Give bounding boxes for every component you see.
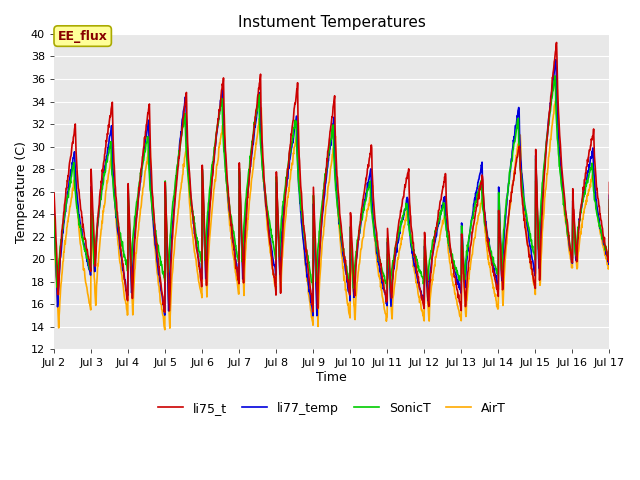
AirT (50, 230, 58, 236)
Line: li75_t: li75_t (54, 43, 609, 312)
li77_temp (50, 211, 58, 216)
li75_t (605, 180, 613, 185)
AirT (554, 87, 561, 93)
Line: li77_temp: li77_temp (54, 60, 609, 316)
SonicT (540, 165, 548, 170)
li77_temp (419, 293, 426, 299)
SonicT (551, 73, 559, 79)
Text: EE_flux: EE_flux (58, 30, 108, 43)
li77_temp (605, 192, 613, 198)
li75_t (419, 298, 426, 303)
SonicT (605, 197, 613, 203)
li75_t (553, 40, 561, 46)
X-axis label: Time: Time (316, 371, 347, 384)
li75_t (160, 308, 168, 314)
Y-axis label: Temperature (C): Temperature (C) (15, 141, 28, 242)
li75_t (50, 190, 58, 196)
li75_t (540, 179, 548, 184)
Line: SonicT: SonicT (54, 76, 609, 290)
li77_temp (173, 163, 181, 168)
li77_temp (309, 313, 317, 319)
SonicT (491, 262, 499, 268)
AirT (605, 206, 613, 212)
li75_t (174, 165, 182, 170)
Legend: li75_t, li77_temp, SonicT, AirT: li75_t, li77_temp, SonicT, AirT (153, 396, 511, 420)
Line: AirT: AirT (54, 90, 609, 330)
AirT (419, 307, 426, 313)
li75_t (491, 276, 499, 282)
AirT (540, 211, 548, 217)
li77_temp (236, 182, 244, 188)
Title: Instument Temperatures: Instument Temperatures (238, 15, 426, 30)
SonicT (419, 274, 426, 279)
AirT (161, 327, 169, 333)
AirT (174, 211, 182, 216)
AirT (491, 291, 499, 297)
li77_temp (160, 308, 168, 313)
li77_temp (491, 272, 499, 277)
li75_t (161, 310, 169, 315)
li77_temp (540, 171, 548, 177)
SonicT (346, 287, 354, 293)
li75_t (236, 185, 244, 191)
li77_temp (552, 57, 559, 62)
SonicT (160, 275, 168, 280)
SonicT (173, 161, 181, 167)
AirT (160, 323, 168, 329)
SonicT (236, 178, 244, 184)
SonicT (50, 214, 58, 219)
AirT (236, 198, 244, 204)
